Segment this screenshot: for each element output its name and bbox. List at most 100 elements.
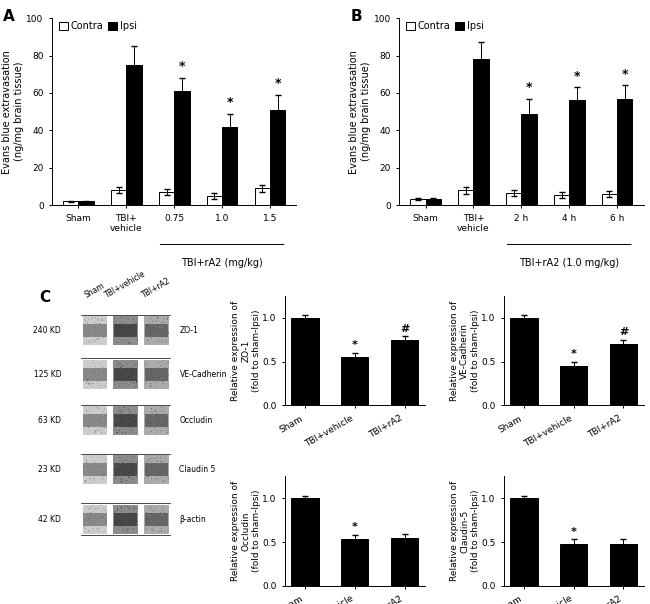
Bar xyxy=(114,359,138,389)
Bar xyxy=(83,463,107,477)
Bar xyxy=(79,202,94,205)
Bar xyxy=(83,513,107,525)
Bar xyxy=(111,190,126,205)
Bar xyxy=(521,114,537,205)
Bar xyxy=(144,455,169,484)
Bar xyxy=(291,498,318,586)
Bar xyxy=(391,538,418,586)
Bar xyxy=(458,190,473,205)
Bar xyxy=(114,463,137,477)
Bar xyxy=(83,368,107,381)
Text: *: * xyxy=(571,349,577,359)
Bar xyxy=(83,505,107,534)
Y-axis label: Relative expression of
VE-Cadherin
(fold to sham-Ipsi): Relative expression of VE-Cadherin (fold… xyxy=(450,300,480,400)
Bar xyxy=(222,127,237,205)
Text: *: * xyxy=(274,77,281,90)
Bar xyxy=(114,513,137,525)
Bar xyxy=(255,188,270,205)
Bar xyxy=(145,513,168,525)
Bar xyxy=(145,368,168,381)
Bar xyxy=(341,357,369,405)
Text: #: # xyxy=(400,324,410,333)
Bar xyxy=(426,199,441,205)
Bar xyxy=(114,414,137,427)
Text: 240 KD: 240 KD xyxy=(33,326,61,335)
Text: 23 KD: 23 KD xyxy=(38,465,61,474)
Text: *: * xyxy=(352,340,358,350)
Text: 125 KD: 125 KD xyxy=(34,370,61,379)
Text: *: * xyxy=(179,60,185,73)
Bar xyxy=(144,505,169,534)
Bar xyxy=(270,110,285,205)
Y-axis label: Relative expression of
Claudin-5
(fold to sham-Ipsi): Relative expression of Claudin-5 (fold t… xyxy=(450,481,480,581)
Text: TBI+rA2 (mg/kg): TBI+rA2 (mg/kg) xyxy=(181,258,263,268)
Bar xyxy=(83,406,107,435)
Text: A: A xyxy=(3,9,15,24)
Bar xyxy=(114,324,137,337)
Bar xyxy=(560,366,588,405)
Legend: Contra, Ipsi: Contra, Ipsi xyxy=(404,19,486,33)
Text: *: * xyxy=(226,96,233,109)
Text: B: B xyxy=(350,9,362,24)
Text: Occludin: Occludin xyxy=(179,416,213,425)
Bar xyxy=(114,368,137,381)
Bar xyxy=(617,98,632,205)
Text: #: # xyxy=(619,327,628,337)
Bar xyxy=(114,406,138,435)
Bar xyxy=(144,406,169,435)
Bar xyxy=(473,59,489,205)
Bar xyxy=(569,100,584,205)
Text: *: * xyxy=(526,81,532,94)
Bar xyxy=(145,463,168,477)
Bar xyxy=(83,414,107,427)
Text: *: * xyxy=(621,68,628,81)
Bar xyxy=(610,344,637,405)
Y-axis label: Evans blue extravasation
(ng/mg brain tissue): Evans blue extravasation (ng/mg brain ti… xyxy=(349,50,370,173)
Bar xyxy=(554,195,569,205)
Text: 42 KD: 42 KD xyxy=(38,515,61,524)
Y-axis label: Relative expression of
ZO-1
(fold to sham-Ipsi): Relative expression of ZO-1 (fold to sha… xyxy=(231,300,261,400)
Bar xyxy=(159,192,174,205)
Text: C: C xyxy=(40,290,51,305)
Bar xyxy=(114,316,138,345)
Text: VE-Cadherin: VE-Cadherin xyxy=(179,370,227,379)
Bar xyxy=(602,194,617,205)
Bar xyxy=(510,318,538,405)
Bar xyxy=(126,65,142,205)
Bar xyxy=(144,359,169,389)
Text: β-actin: β-actin xyxy=(179,515,206,524)
Text: TBI+rA2 (1.0 mg/kg): TBI+rA2 (1.0 mg/kg) xyxy=(519,258,619,268)
Bar xyxy=(207,196,222,205)
Y-axis label: Relative expression of
Occludin
(fold to sham-Ipsi): Relative expression of Occludin (fold to… xyxy=(231,481,261,581)
Bar xyxy=(83,316,107,345)
Text: TBI+rA2: TBI+rA2 xyxy=(140,277,172,300)
Bar xyxy=(560,544,588,586)
Bar xyxy=(83,455,107,484)
Text: Sham: Sham xyxy=(83,281,107,300)
Text: *: * xyxy=(352,522,358,533)
Bar xyxy=(145,414,168,427)
Bar xyxy=(291,318,318,405)
Bar xyxy=(391,339,418,405)
Text: Claudin 5: Claudin 5 xyxy=(179,465,216,474)
Text: 63 KD: 63 KD xyxy=(38,416,61,425)
Bar xyxy=(63,202,79,205)
Bar xyxy=(174,91,190,205)
Text: TBI+vehicle: TBI+vehicle xyxy=(104,269,148,300)
Bar xyxy=(83,359,107,389)
Legend: Contra, Ipsi: Contra, Ipsi xyxy=(57,19,138,33)
Bar xyxy=(610,544,637,586)
Bar xyxy=(506,193,521,205)
Bar xyxy=(510,498,538,586)
Text: ZO-1: ZO-1 xyxy=(179,326,198,335)
Bar xyxy=(410,199,426,205)
Bar xyxy=(341,539,369,586)
Bar xyxy=(114,455,138,484)
Bar xyxy=(145,324,168,337)
Text: *: * xyxy=(571,527,577,537)
Bar xyxy=(144,316,169,345)
Bar xyxy=(83,324,107,337)
Text: *: * xyxy=(573,69,580,83)
Y-axis label: Evans blue extravasation
(ng/mg brain tissue): Evans blue extravasation (ng/mg brain ti… xyxy=(2,50,23,173)
Bar xyxy=(114,505,138,534)
